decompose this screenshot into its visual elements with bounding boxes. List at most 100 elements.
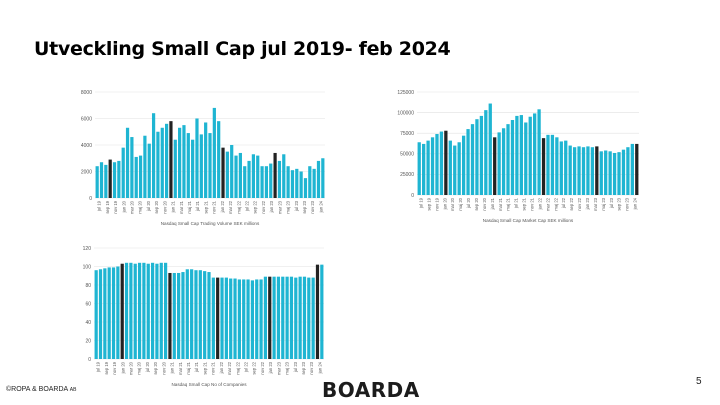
bar <box>134 156 138 198</box>
bar <box>124 262 129 359</box>
bar <box>290 170 295 198</box>
x-tick-label: nov 19 <box>112 361 117 374</box>
x-tick-label: maj 20 <box>137 361 142 374</box>
bar <box>273 152 277 198</box>
bar <box>185 269 189 359</box>
bar <box>95 166 99 198</box>
bar <box>599 151 603 195</box>
bar <box>307 277 311 359</box>
x-tick-label: mar 23 <box>276 361 281 375</box>
bar <box>243 166 247 198</box>
bar <box>133 263 137 359</box>
bar <box>263 276 268 359</box>
bar <box>111 267 116 359</box>
bar <box>142 262 146 359</box>
y-tick-label: 75000 <box>400 131 414 137</box>
y-tick-label: 6000 <box>81 116 92 122</box>
bar <box>182 125 186 198</box>
y-tick-label: 0 <box>89 196 92 202</box>
x-tick-label: jan 21 <box>170 361 175 374</box>
bar <box>501 128 506 195</box>
copyright-footer: ©ROPA & BOARDA AB <box>6 386 76 393</box>
y-tick-label: 8000 <box>81 90 92 96</box>
bar <box>426 140 430 195</box>
x-tick-label: mar 20 <box>129 200 134 214</box>
x-tick-label: nov 20 <box>482 197 487 210</box>
bar <box>612 152 617 195</box>
x-tick-label: nov 20 <box>162 200 167 213</box>
x-tick-label: jul 19 <box>418 197 423 209</box>
bar <box>439 131 444 195</box>
x-tick-label: sep 21 <box>522 197 527 210</box>
bar <box>225 151 229 198</box>
x-tick-label: nov 23 <box>310 200 315 213</box>
bar <box>315 264 320 359</box>
bar <box>453 145 457 195</box>
bar <box>277 160 282 198</box>
x-tick-label: sep 22 <box>252 361 257 374</box>
bar <box>299 171 303 198</box>
bar <box>294 277 298 359</box>
bar <box>422 143 426 195</box>
bar <box>120 263 124 359</box>
x-tick-label: jan 20 <box>120 361 125 374</box>
y-tick-label: 100000 <box>397 110 414 116</box>
bar <box>94 270 98 359</box>
x-tick-label: maj 23 <box>286 200 291 213</box>
bar <box>461 135 466 195</box>
x-tick-label: jul 22 <box>561 197 566 209</box>
y-tick-label: 60 <box>85 301 91 307</box>
bar <box>430 137 435 195</box>
bar <box>224 277 228 359</box>
x-tick-label: jul 21 <box>194 361 199 373</box>
bar <box>259 279 263 359</box>
bar <box>497 132 501 195</box>
bar <box>604 150 608 195</box>
bar <box>112 162 117 198</box>
bar <box>103 268 107 359</box>
bar <box>181 272 185 359</box>
bar <box>169 121 173 198</box>
x-tick-label: maj 21 <box>187 200 192 213</box>
x-tick-label: mar 21 <box>498 197 503 211</box>
bar <box>146 263 150 359</box>
x-tick-label: sep 19 <box>104 361 109 374</box>
x-tick-label: maj 23 <box>601 197 606 210</box>
x-tick-label: jan 20 <box>121 200 126 213</box>
bar <box>199 134 203 198</box>
y-tick-label: 120 <box>83 246 92 252</box>
x-tick-label: mar 20 <box>128 361 133 375</box>
x-tick-label: sep 19 <box>105 200 110 213</box>
bar <box>160 127 164 198</box>
x-tick-label: mar 21 <box>179 200 184 214</box>
x-tick-label: jul 23 <box>294 200 299 212</box>
bar <box>177 272 181 359</box>
bar <box>251 154 256 198</box>
bar <box>276 276 281 359</box>
bar <box>98 269 103 359</box>
y-tick-label: 4000 <box>81 143 92 149</box>
bar <box>635 143 639 195</box>
x-tick-label: maj 23 <box>285 361 290 374</box>
bar <box>116 266 120 359</box>
bar <box>572 147 577 195</box>
y-tick-label: 100 <box>83 264 92 270</box>
bar <box>216 277 220 359</box>
x-tick-label: sep 23 <box>301 361 306 374</box>
x-tick-label: sep 20 <box>474 197 479 210</box>
copyright-suffix: AB <box>69 387 77 393</box>
x-tick-label: maj 22 <box>236 200 241 213</box>
x-tick-label: jul 20 <box>146 200 151 212</box>
bar <box>208 133 212 198</box>
slide-title: Utveckling Small Cap jul 2019- feb 2024 <box>34 38 451 60</box>
bar <box>204 122 208 198</box>
bar <box>457 142 461 195</box>
x-tick-label: jul 23 <box>609 197 614 209</box>
x-tick-label: sep 23 <box>617 197 622 210</box>
copyright-text: ©ROPA & BOARDA <box>6 386 68 393</box>
bar <box>221 147 225 198</box>
bar <box>577 146 581 195</box>
bar <box>630 143 634 195</box>
